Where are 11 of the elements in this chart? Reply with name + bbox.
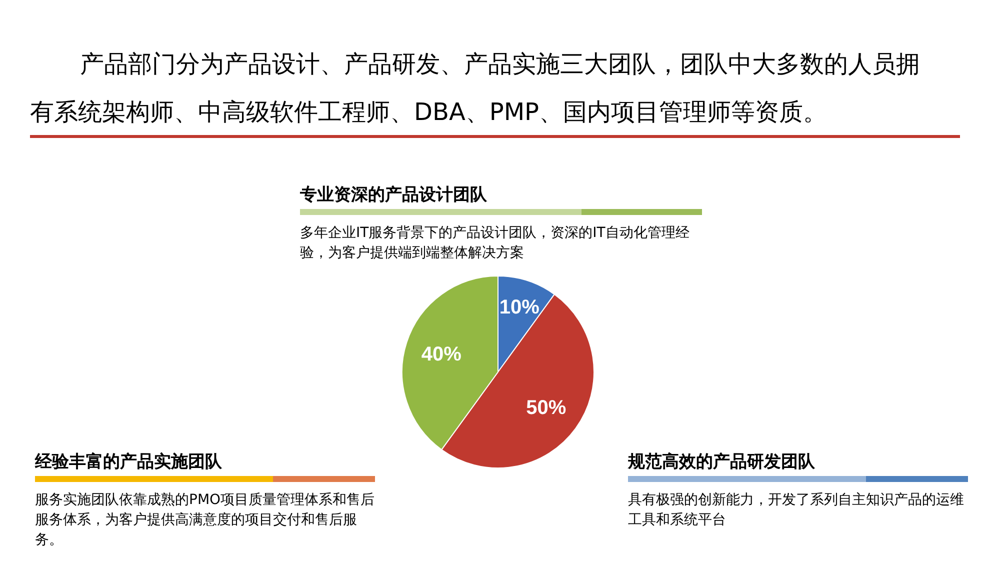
data-label: 10%	[499, 296, 540, 318]
annotation: 专业资深的产品设计团队	[300, 184, 488, 206]
pie: 10% 50% 40%	[402, 276, 594, 468]
annotation: 具有极强的创新能力，开发了系列自主知识产品的运维工具和系统平台	[628, 491, 965, 530]
data-label: 50%	[526, 396, 566, 419]
annotation: 多年企业IT服务背景下的产品设计团队，资深的IT自动化管理经验，为客户提供端到端整体解决方案	[300, 224, 690, 263]
data-label: 40%	[421, 344, 462, 366]
annotation: 服务实施团队依靠成熟的PMO项目质量管理体系和售后服务体系，为客户提供高满意度的项目交付和售后服务。	[35, 491, 375, 550]
annotation: 经验丰富的产品实施团队	[35, 451, 223, 473]
title: 产品部门分为产品设计、产品研发、产品实施三大团队，团队中大多数的人员拥有系统架构师、中高级软件工程师、DBA、PMP、国内项目管理师等资质。	[30, 49, 921, 128]
annotation: 规范高效的产品研发团队	[628, 451, 816, 473]
